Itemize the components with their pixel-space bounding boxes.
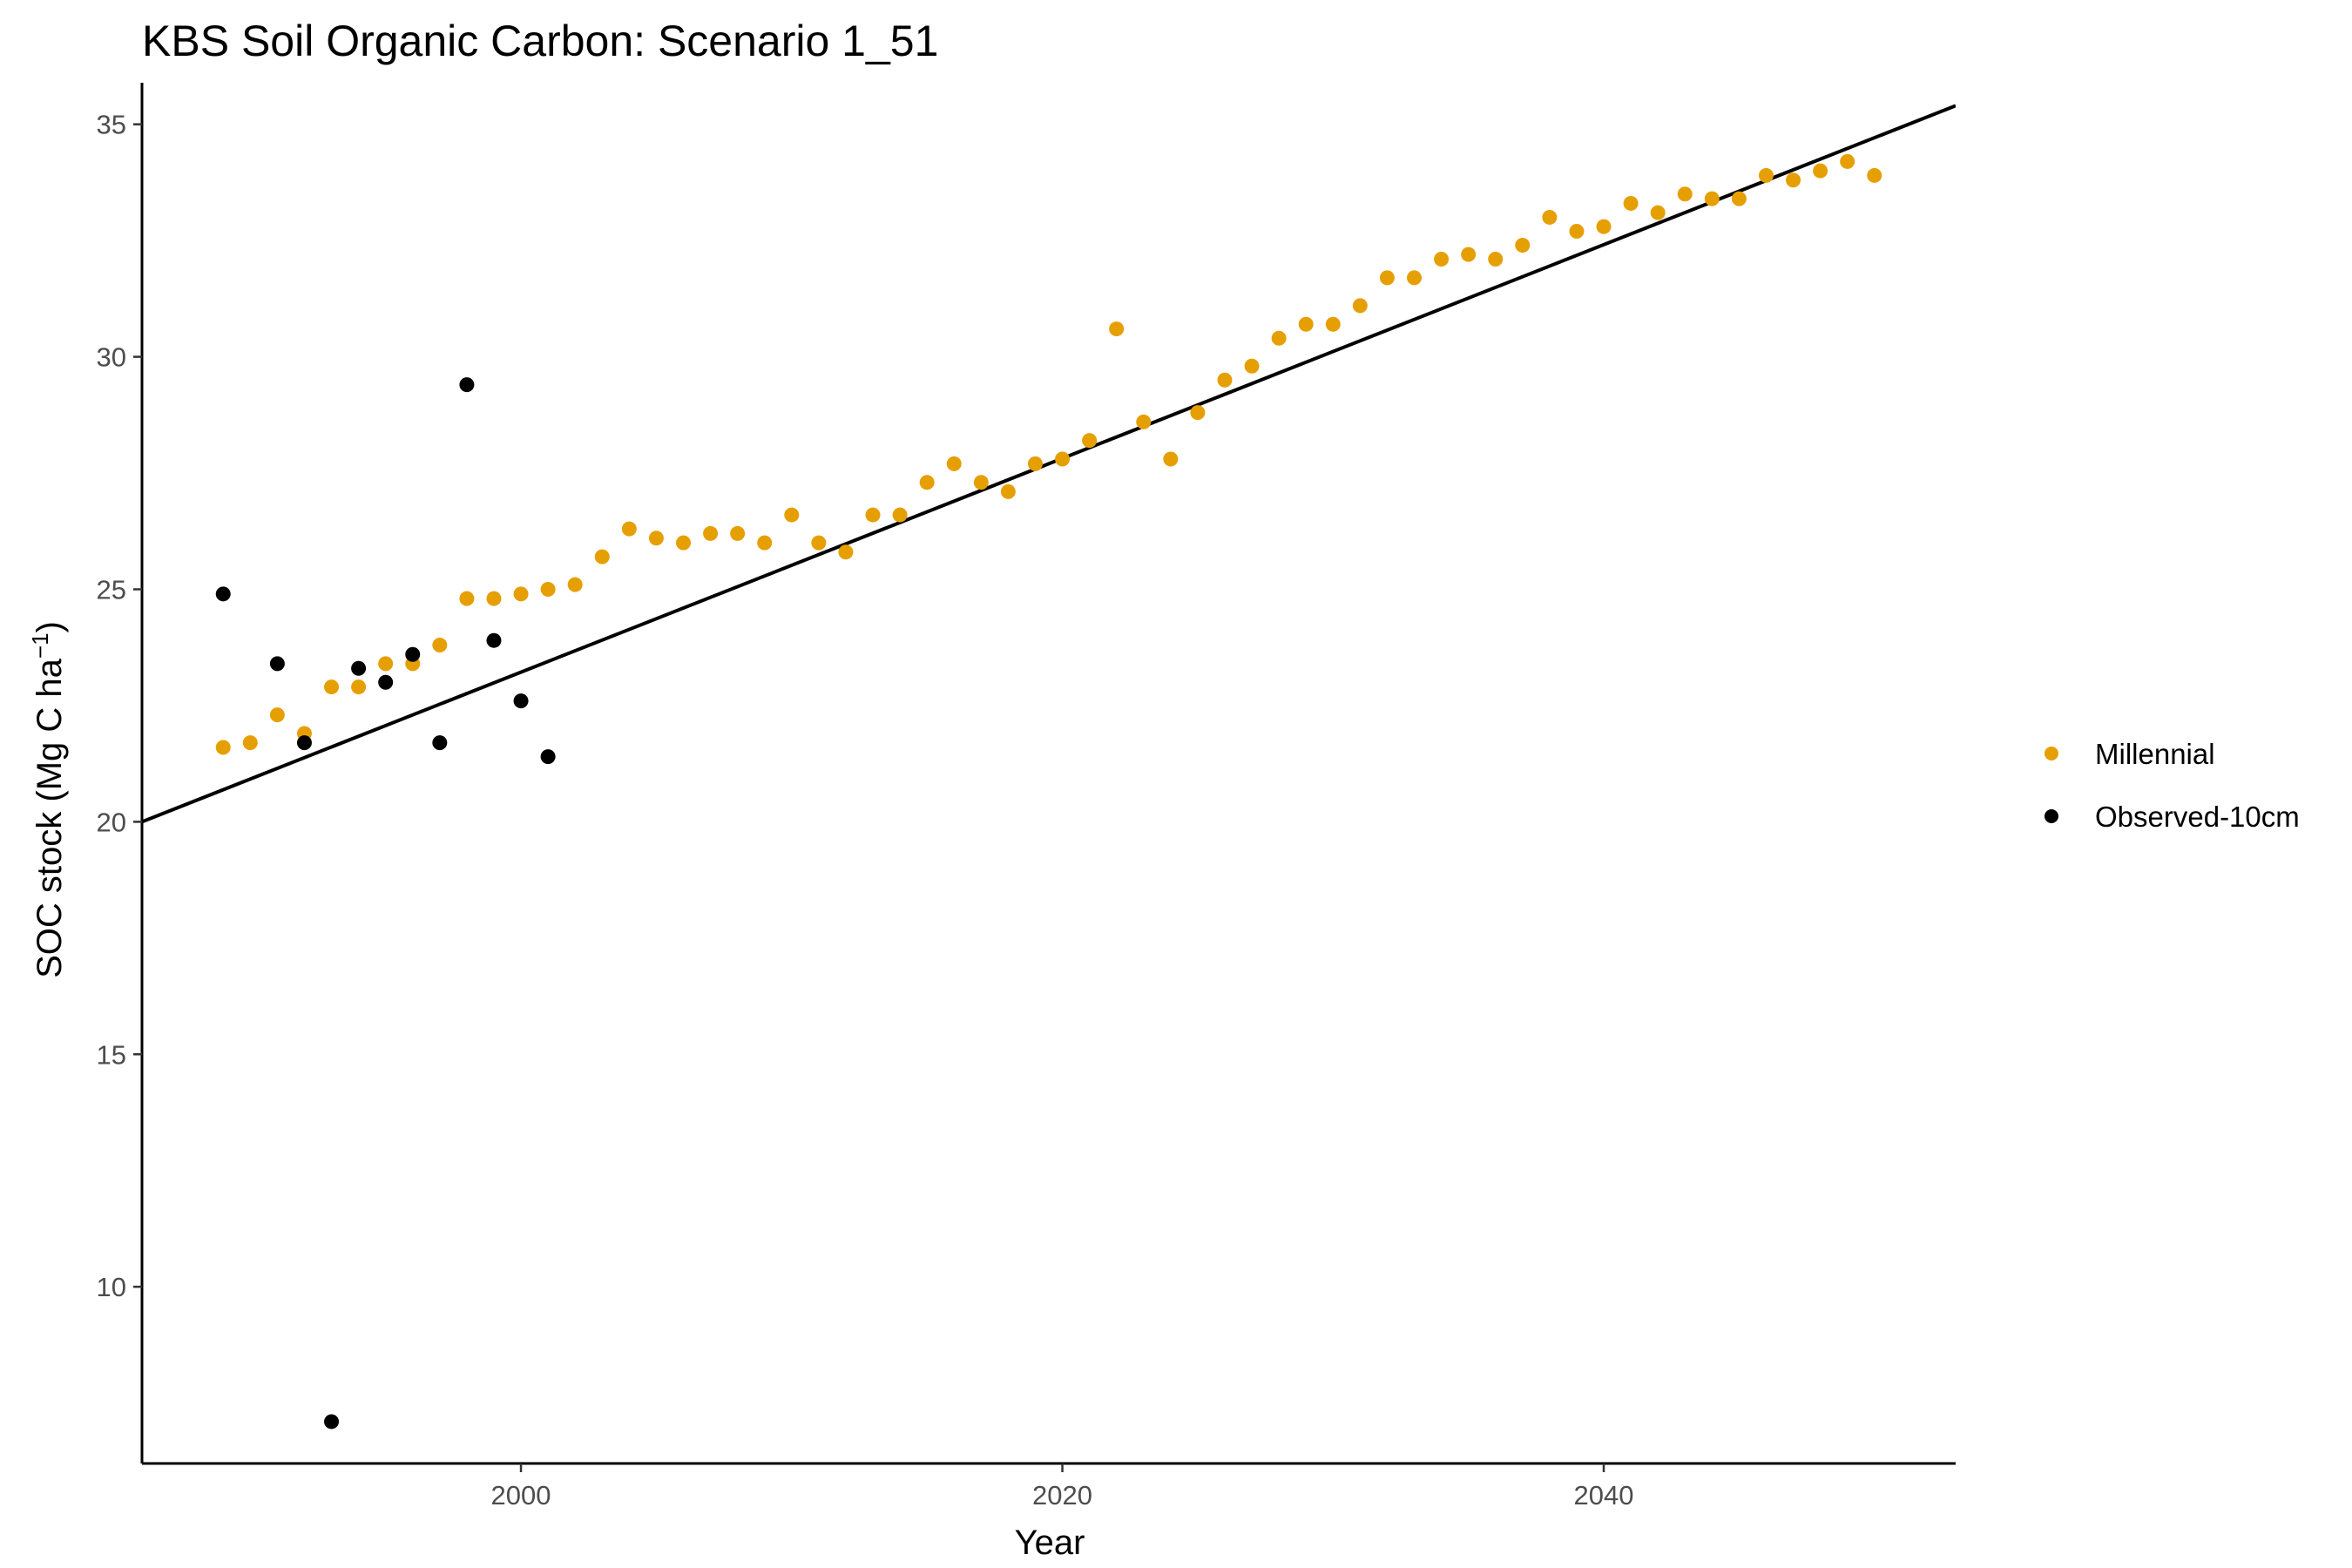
- point-millennial: [1569, 223, 1585, 239]
- point-millennial: [1190, 405, 1206, 421]
- point-millennial: [811, 535, 827, 551]
- x-tick-label: 2000: [491, 1480, 551, 1511]
- point-millennial: [567, 577, 583, 592]
- chart-title: KBS Soil Organic Carbon: Scenario 1_51: [142, 17, 938, 65]
- y-tick-label: 15: [97, 1039, 126, 1070]
- point-observed-10cm: [296, 735, 312, 751]
- point-millennial: [324, 679, 340, 695]
- y-axis-title-superscript: −1: [27, 632, 53, 659]
- point-observed-10cm: [269, 656, 285, 672]
- point-millennial: [1704, 191, 1720, 206]
- x-tick-label: 2040: [1574, 1480, 1634, 1511]
- axes: 10 15 20 25 30 35 2000 2020 2040: [97, 83, 1956, 1511]
- point-millennial: [1786, 172, 1801, 188]
- x-tick-label: 2020: [1032, 1480, 1092, 1511]
- point-millennial: [1379, 270, 1395, 286]
- point-millennial: [1650, 205, 1666, 220]
- point-millennial: [1596, 219, 1612, 234]
- point-millennial: [1867, 167, 1882, 183]
- point-millennial: [1163, 451, 1179, 467]
- point-observed-10cm: [540, 749, 556, 765]
- point-millennial: [1082, 433, 1098, 449]
- y-tick-label: 10: [97, 1272, 126, 1302]
- point-millennial: [513, 586, 529, 602]
- point-millennial: [1731, 191, 1747, 206]
- point-millennial: [1434, 252, 1450, 267]
- point-observed-10cm: [405, 646, 421, 662]
- legend-label-millennial: Millennial: [2095, 738, 2215, 770]
- y-tick-label: 20: [97, 807, 126, 837]
- point-millennial: [432, 638, 448, 653]
- legend-key-millennial: [2044, 747, 2058, 760]
- point-millennial: [1677, 186, 1693, 202]
- points-layer: [215, 153, 1882, 1429]
- point-observed-10cm: [215, 586, 231, 602]
- point-millennial: [1298, 316, 1314, 332]
- point-millennial: [1055, 451, 1071, 467]
- y-tick-label: 25: [97, 574, 126, 605]
- point-millennial: [1244, 358, 1260, 374]
- point-millennial: [1271, 330, 1287, 346]
- point-millennial: [675, 535, 691, 551]
- point-millennial: [1000, 483, 1016, 499]
- point-millennial: [1515, 237, 1531, 253]
- point-millennial: [1109, 321, 1125, 337]
- y-axis-title-main: SOC stock (Mg C ha: [30, 658, 69, 978]
- point-millennial: [946, 456, 962, 471]
- legend-label-observed: Observed-10cm: [2095, 801, 2300, 833]
- trend-line: [142, 104, 1956, 824]
- legend-key-observed: [2044, 809, 2058, 823]
- point-millennial: [1325, 316, 1341, 332]
- plot-area: [142, 104, 1956, 824]
- point-millennial: [1840, 153, 1855, 169]
- point-millennial: [378, 656, 394, 672]
- point-observed-10cm: [459, 377, 475, 393]
- point-millennial: [648, 531, 664, 546]
- point-millennial: [703, 525, 719, 541]
- y-tick-label: 30: [97, 342, 126, 373]
- point-millennial: [215, 740, 231, 755]
- point-observed-10cm: [486, 632, 502, 648]
- point-millennial: [1352, 298, 1368, 314]
- point-millennial: [486, 591, 502, 606]
- point-millennial: [865, 507, 881, 523]
- point-millennial: [1623, 195, 1639, 211]
- point-millennial: [838, 544, 854, 560]
- point-observed-10cm: [378, 674, 394, 690]
- point-millennial: [784, 507, 800, 523]
- point-observed-10cm: [351, 660, 367, 676]
- point-millennial: [459, 591, 475, 606]
- point-millennial: [1488, 252, 1504, 267]
- point-millennial: [1461, 247, 1477, 262]
- point-millennial: [1027, 456, 1043, 471]
- y-axis-title-suffix: ): [30, 621, 69, 632]
- point-observed-10cm: [324, 1414, 340, 1429]
- y-axis-title: SOC stock (Mg C ha−1): [27, 621, 69, 978]
- point-millennial: [919, 475, 935, 490]
- point-millennial: [1758, 167, 1774, 183]
- x-axis-title: Year: [1015, 1524, 1085, 1562]
- point-millennial: [892, 507, 908, 523]
- point-millennial: [973, 475, 989, 490]
- point-millennial: [594, 549, 610, 564]
- point-millennial: [1136, 414, 1152, 429]
- point-millennial: [1813, 163, 1828, 179]
- point-millennial: [269, 707, 285, 723]
- point-millennial: [730, 525, 746, 541]
- point-millennial: [351, 679, 367, 695]
- legend: Millennial Observed-10cm: [2044, 738, 2300, 833]
- point-millennial: [242, 735, 258, 751]
- point-millennial: [1542, 209, 1558, 225]
- point-millennial: [1217, 372, 1233, 388]
- point-millennial: [540, 581, 556, 597]
- point-observed-10cm: [432, 735, 448, 751]
- point-millennial: [1407, 270, 1423, 286]
- y-tick-label: 35: [97, 110, 126, 140]
- point-millennial: [621, 521, 637, 537]
- point-observed-10cm: [513, 693, 529, 709]
- point-millennial: [757, 535, 773, 551]
